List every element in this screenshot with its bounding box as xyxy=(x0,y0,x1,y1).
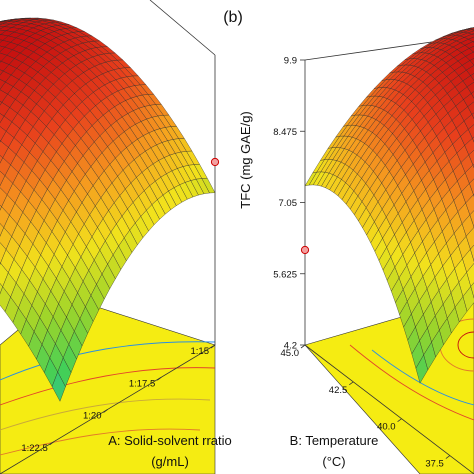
right-z-ticks: 4.2 5.625 7.05 8.475 9.9 xyxy=(273,56,305,352)
surface-cell xyxy=(0,69,4,76)
surface-cell xyxy=(462,75,474,88)
x-tick-mark xyxy=(49,441,54,446)
x-tick-mark xyxy=(445,455,451,459)
x-tick-label: 1:20 xyxy=(83,411,102,422)
z-tick-label: 9.9 xyxy=(284,56,297,67)
right-panel-label: (b) xyxy=(223,9,243,26)
surface-cell xyxy=(463,29,474,34)
surface-cell xyxy=(466,263,474,287)
x-tick-label: 1:22.5 xyxy=(21,443,47,454)
surface-cell xyxy=(462,248,474,273)
surface-cell xyxy=(461,214,474,237)
z-tick-label: 4.2 xyxy=(284,341,297,352)
x-tick-label: 42.5 xyxy=(329,385,348,396)
x-tick-label: 1:15 xyxy=(191,346,210,357)
right-design-point xyxy=(300,245,310,255)
surface-cell xyxy=(0,79,6,90)
surface-cell xyxy=(466,65,474,76)
x-tick-label: 45.0 xyxy=(281,348,300,359)
x-tick-mark xyxy=(157,376,162,381)
surface-cell xyxy=(0,45,6,53)
surface-cell xyxy=(470,244,474,262)
right-panel: 4.2 5.625 7.05 8.475 9.9 45.0 42.5 40.0 37.5 xyxy=(273,27,474,474)
surface-cell xyxy=(469,210,474,228)
right-x-ticks: 45.0 42.5 40.0 37.5 xyxy=(281,344,451,470)
surface-cell xyxy=(462,27,474,31)
left-xlabel-line1: A: Solid-solvent rratio xyxy=(108,433,232,448)
left-x-ticks: 1:151:17.51:201:22.51:25 xyxy=(21,344,216,454)
x-tick-label: 37.5 xyxy=(425,459,444,470)
surface-cell xyxy=(469,178,474,196)
surface-cell xyxy=(463,114,474,130)
surface-cell xyxy=(465,194,474,216)
surface-cell xyxy=(468,149,474,166)
x-tick-label: 1:17.5 xyxy=(129,378,155,389)
surface-cell xyxy=(464,41,474,49)
surface-cell xyxy=(471,112,474,119)
surface-cell xyxy=(461,60,474,71)
surface-cell xyxy=(464,164,474,184)
left-x-axis: 1:151:17.51:201:22.51:25 xyxy=(0,344,216,474)
surface-cell xyxy=(471,28,474,31)
surface-cell xyxy=(471,91,474,99)
x-tick-mark xyxy=(349,381,354,386)
surface-cell xyxy=(465,51,474,61)
surface-cell xyxy=(464,138,474,156)
surface-cell xyxy=(462,286,474,312)
right-xlabel-line1: B: Temperature xyxy=(290,433,379,448)
surface-cell xyxy=(470,73,474,81)
right-xlabel-line2: (°C) xyxy=(322,454,345,469)
z-tick-label: 8.475 xyxy=(273,127,297,138)
x-tick-mark xyxy=(210,344,216,349)
surface-cell xyxy=(466,227,474,250)
z-tick-label: 7.05 xyxy=(279,198,298,209)
surface-cell xyxy=(469,58,474,66)
right-x-axis: 45.0 42.5 40.0 37.5 xyxy=(281,344,474,474)
x-tick-mark xyxy=(397,418,402,423)
left-surface xyxy=(0,17,216,402)
left-xlabel-line2: (g/mL) xyxy=(151,454,189,469)
surface-cell xyxy=(51,371,66,402)
surface-cell xyxy=(467,101,474,115)
surface-cell xyxy=(466,81,474,94)
x-tick-label: 40.0 xyxy=(377,422,396,433)
x-tick-mark xyxy=(103,409,108,413)
surface-cell xyxy=(468,45,474,53)
x-tick-mark xyxy=(300,344,306,349)
left-frame-top xyxy=(149,0,216,56)
surface-cell xyxy=(466,27,474,30)
surface-cell xyxy=(0,283,3,295)
surface-cell xyxy=(467,30,474,35)
left-design-point xyxy=(210,157,220,167)
left-panel: 1:151:17.51:201:22.51:25 xyxy=(0,0,220,474)
surface-cell xyxy=(0,170,6,187)
surface-cell xyxy=(0,155,4,164)
z-tick-label: 5.625 xyxy=(273,269,297,280)
right-ylabel: TFC (mg GAE/g) xyxy=(238,111,253,209)
surface-cell xyxy=(0,223,5,237)
right-surface xyxy=(304,27,474,384)
surface-cell xyxy=(463,93,474,107)
surface-cell xyxy=(0,113,5,124)
left-floor-contours xyxy=(0,341,216,456)
